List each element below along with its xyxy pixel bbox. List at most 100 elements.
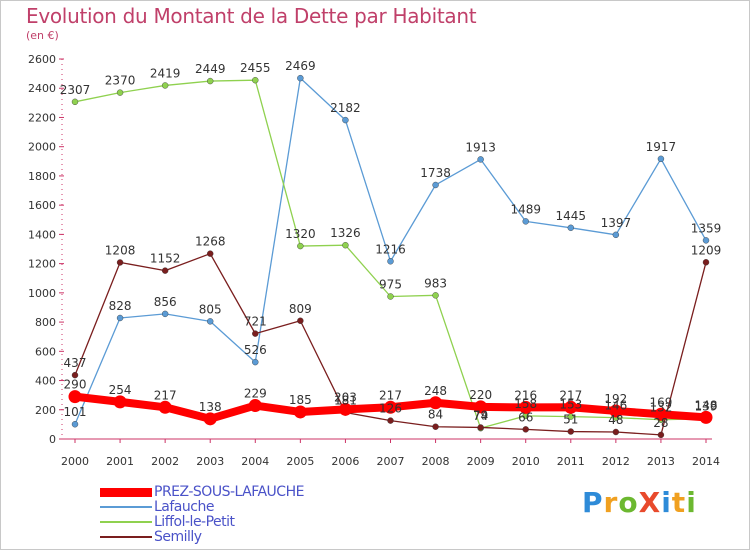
data-point bbox=[68, 390, 82, 404]
data-point bbox=[429, 396, 443, 410]
data-label: 1320 bbox=[285, 227, 316, 241]
data-point bbox=[387, 293, 394, 300]
data-point bbox=[252, 358, 259, 366]
data-label: 526 bbox=[244, 343, 267, 357]
data-point bbox=[116, 259, 124, 266]
data-point bbox=[657, 155, 665, 163]
x-tick-label: 2012 bbox=[602, 455, 630, 468]
y-tick-label: 2600 bbox=[28, 53, 56, 66]
x-tick-label: 2006 bbox=[331, 455, 359, 468]
data-label: 437 bbox=[64, 356, 87, 370]
x-tick-label: 2014 bbox=[692, 455, 720, 468]
x-tick-label: 2000 bbox=[61, 455, 89, 468]
data-label: 856 bbox=[154, 295, 177, 309]
data-label: 220 bbox=[469, 388, 492, 402]
data-point bbox=[567, 428, 574, 435]
data-point bbox=[432, 181, 439, 189]
x-tick-label: 2008 bbox=[422, 455, 450, 468]
data-point bbox=[522, 426, 529, 433]
data-label: 153 bbox=[559, 398, 582, 412]
data-point bbox=[248, 399, 262, 413]
data-point bbox=[297, 74, 304, 82]
data-point bbox=[71, 98, 79, 106]
logo-letter: i bbox=[661, 486, 672, 519]
data-label: 1326 bbox=[330, 226, 361, 240]
y-tick-label: 1400 bbox=[28, 228, 56, 241]
data-point bbox=[116, 89, 124, 96]
data-label: 158 bbox=[514, 397, 537, 411]
data-label: 983 bbox=[424, 276, 447, 290]
data-point bbox=[387, 417, 394, 424]
legend-swatch bbox=[100, 521, 152, 523]
data-label: 1209 bbox=[691, 243, 722, 257]
data-point bbox=[161, 267, 169, 274]
data-label: 254 bbox=[109, 383, 132, 397]
logo-letter: t bbox=[671, 486, 687, 519]
series-1 bbox=[71, 74, 710, 428]
legend-swatch bbox=[100, 536, 152, 538]
data-label: 1738 bbox=[420, 166, 451, 180]
y-tick-label: 400 bbox=[35, 375, 56, 388]
x-tick-label: 2010 bbox=[512, 455, 540, 468]
data-label: 203 bbox=[334, 390, 357, 404]
data-label: 169 bbox=[649, 395, 672, 409]
data-point bbox=[161, 310, 169, 318]
data-point bbox=[567, 224, 574, 232]
logo-letter: P bbox=[582, 486, 604, 519]
chart-title: Evolution du Montant de la Dette par Hab… bbox=[26, 4, 477, 28]
series-layer bbox=[68, 74, 713, 439]
data-label: 192 bbox=[604, 392, 627, 406]
data-label: 2455 bbox=[240, 61, 271, 75]
legend-swatch bbox=[100, 506, 152, 508]
data-label: 1397 bbox=[601, 216, 632, 230]
y-tick-label: 1000 bbox=[28, 287, 56, 300]
y-tick-label: 2400 bbox=[28, 82, 56, 95]
logo-letter: o bbox=[618, 486, 639, 519]
x-tick-label: 2001 bbox=[106, 455, 134, 468]
y-tick-label: 2200 bbox=[28, 111, 56, 124]
data-point bbox=[519, 400, 533, 414]
x-tick-label: 2004 bbox=[241, 455, 269, 468]
data-label: 217 bbox=[379, 388, 402, 402]
data-label: 721 bbox=[244, 315, 267, 329]
data-label: 805 bbox=[199, 302, 222, 316]
data-label: 2370 bbox=[105, 74, 136, 88]
y-tick-label: 1800 bbox=[28, 170, 56, 183]
data-point bbox=[432, 423, 439, 430]
data-point bbox=[654, 407, 668, 421]
proxiti-logo: ProXiti bbox=[582, 486, 697, 519]
data-label: 809 bbox=[289, 302, 312, 316]
data-point bbox=[609, 404, 623, 418]
data-point bbox=[116, 314, 124, 322]
y-tick-label: 200 bbox=[35, 404, 56, 417]
x-tick-label: 2013 bbox=[647, 455, 675, 468]
data-point bbox=[342, 241, 349, 249]
x-tick-label: 2003 bbox=[196, 455, 224, 468]
data-label: 2419 bbox=[150, 66, 181, 80]
data-point bbox=[207, 250, 214, 257]
legend-swatch bbox=[100, 488, 152, 497]
y-tick-label: 1200 bbox=[28, 258, 56, 271]
legend-label: Semilly bbox=[154, 529, 202, 545]
data-label: 2449 bbox=[195, 62, 226, 76]
data-label: 217 bbox=[154, 388, 177, 402]
data-label: 1268 bbox=[195, 235, 226, 249]
x-tick-label: 2011 bbox=[557, 455, 585, 468]
data-label: 79 bbox=[473, 408, 488, 422]
data-label: 828 bbox=[109, 299, 132, 313]
data-label: 66 bbox=[518, 410, 533, 424]
data-point bbox=[522, 218, 529, 225]
x-tick-label: 2002 bbox=[151, 455, 179, 468]
data-label: 290 bbox=[64, 378, 87, 392]
data-label: 1216 bbox=[375, 242, 406, 256]
data-label: 1152 bbox=[150, 252, 181, 266]
y-tick-label: 1600 bbox=[28, 199, 56, 212]
logo-letter: i bbox=[686, 486, 697, 519]
data-label: 181 bbox=[334, 394, 357, 408]
data-label: 139 bbox=[695, 400, 718, 414]
series-0 bbox=[68, 390, 713, 426]
data-point bbox=[207, 77, 214, 85]
data-point bbox=[338, 402, 352, 416]
